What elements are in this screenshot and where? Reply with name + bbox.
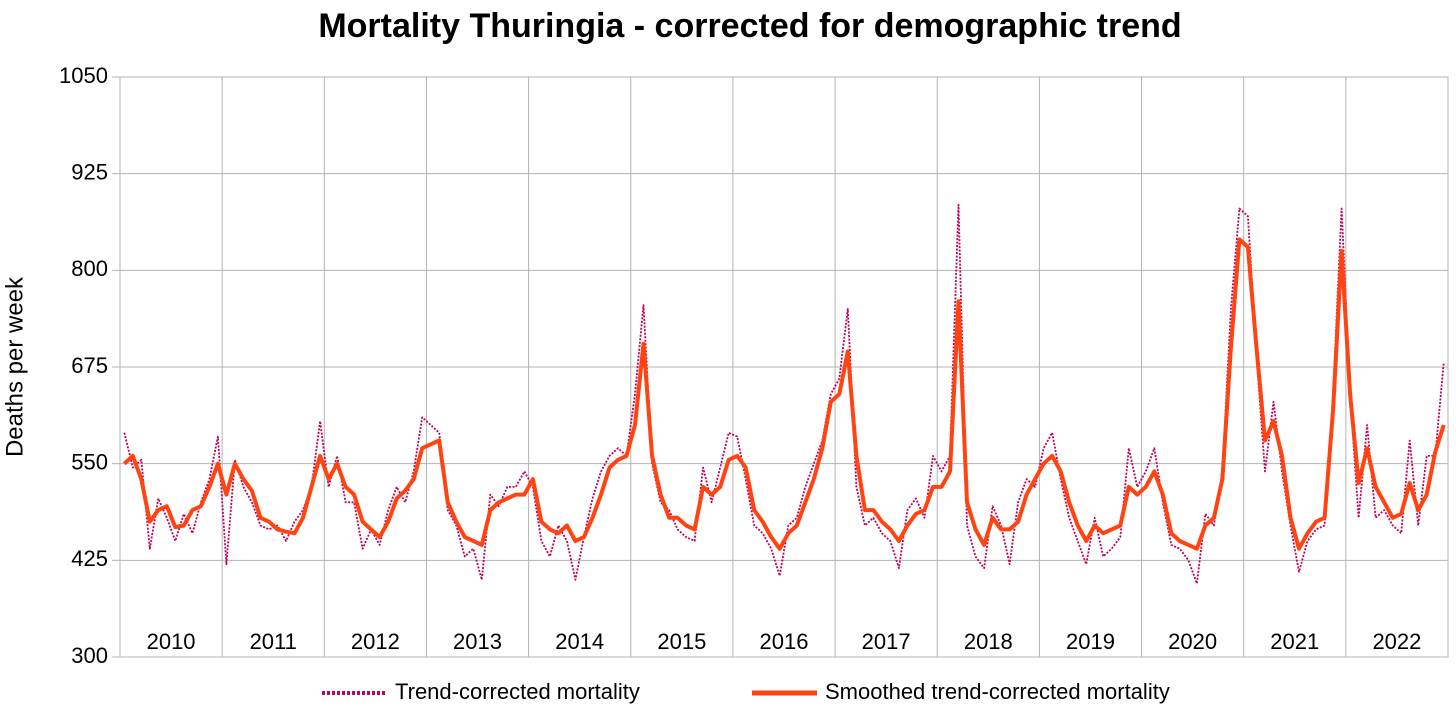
x-tick-label: 2016 <box>760 629 809 654</box>
y-tick-label: 925 <box>71 159 108 184</box>
x-tick-label: 2019 <box>1066 629 1115 654</box>
x-tick-label: 2021 <box>1270 629 1319 654</box>
chart-title: Mortality Thuringia - corrected for demo… <box>318 7 1181 45</box>
x-tick-label: 2010 <box>147 629 196 654</box>
x-tick-label: 2012 <box>351 629 400 654</box>
y-tick-label: 300 <box>71 643 108 668</box>
x-tick-label: 2013 <box>453 629 502 654</box>
x-tick-label: 2014 <box>555 629 604 654</box>
y-tick-label: 1050 <box>59 63 108 88</box>
y-tick-label: 800 <box>71 256 108 281</box>
x-tick-label: 2011 <box>250 629 297 654</box>
y-tick-label: 550 <box>71 449 108 474</box>
series-line <box>122 237 1446 551</box>
series-line <box>123 203 1445 585</box>
legend-label: Smoothed trend-corrected mortality <box>825 679 1170 704</box>
legend-label: Trend-corrected mortality <box>395 679 640 704</box>
x-tick-label: 2018 <box>964 629 1013 654</box>
y-tick-label: 675 <box>71 353 108 378</box>
x-tick-label: 2022 <box>1372 629 1421 654</box>
x-tick-label: 2020 <box>1168 629 1217 654</box>
x-tick-label: 2015 <box>657 629 706 654</box>
y-axis-label: Deaths per week <box>1 276 28 457</box>
x-tick-label: 2017 <box>862 629 911 654</box>
plot-border <box>119 76 1449 658</box>
y-tick-label: 425 <box>71 546 108 571</box>
